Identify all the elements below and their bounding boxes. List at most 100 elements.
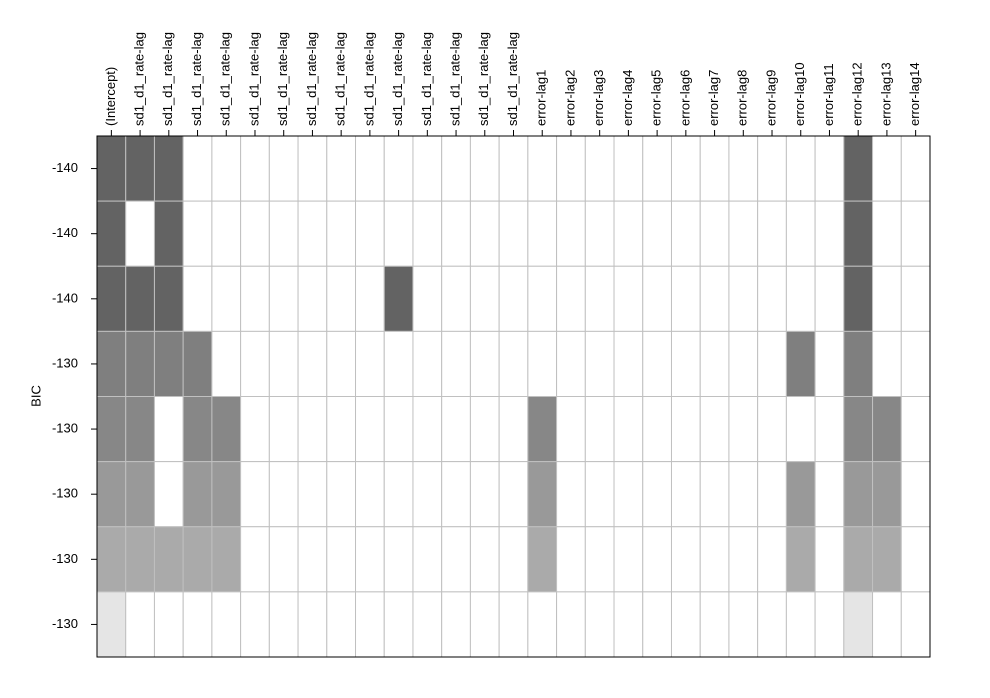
- cell: [584, 200, 615, 267]
- cell: [240, 330, 270, 397]
- cell: [412, 396, 443, 463]
- cell: [383, 200, 414, 267]
- y-tick-label: -130: [52, 551, 78, 566]
- cell: [268, 330, 299, 397]
- cell: [728, 396, 759, 463]
- cell: [584, 526, 615, 593]
- cell: [670, 135, 701, 202]
- cell: [297, 526, 328, 593]
- cell: [211, 200, 242, 267]
- cell: [814, 265, 845, 332]
- column-label: error-lag4: [620, 70, 635, 126]
- cell: [441, 461, 471, 528]
- cell: [125, 591, 155, 658]
- cell: [527, 396, 558, 463]
- column-label: sd1_d1_rate-lag: [447, 32, 462, 126]
- cell: [297, 200, 328, 267]
- column-label: sd1_d1_rate-lag: [160, 32, 175, 126]
- cell: [699, 200, 730, 267]
- cell: [670, 265, 701, 332]
- cell: [757, 591, 787, 658]
- column-label: error-lag8: [735, 70, 750, 126]
- cell: [469, 135, 500, 202]
- column-label: sd1_d1_rate-lag: [189, 32, 204, 126]
- cell: [383, 396, 414, 463]
- cell: [125, 200, 155, 267]
- cell: [872, 200, 902, 267]
- cell: [843, 526, 874, 593]
- cell: [642, 200, 672, 267]
- cell: [670, 526, 701, 593]
- cell: [613, 265, 644, 332]
- cell: [785, 265, 816, 332]
- cell: [355, 591, 385, 658]
- cell: [182, 135, 213, 202]
- cell: [900, 265, 931, 332]
- cell: [728, 591, 759, 658]
- cell: [153, 526, 184, 593]
- cell: [814, 526, 845, 593]
- column-label: error-lag10: [792, 62, 807, 126]
- cell: [900, 461, 931, 528]
- cell: [211, 526, 242, 593]
- cell: [699, 526, 730, 593]
- cell: [613, 461, 644, 528]
- cell: [469, 265, 500, 332]
- cell: [670, 200, 701, 267]
- cell: [699, 330, 730, 397]
- cell: [383, 135, 414, 202]
- cell: [326, 135, 357, 202]
- cell: [498, 591, 529, 658]
- cell: [728, 461, 759, 528]
- cell: [211, 330, 242, 397]
- cell: [642, 461, 672, 528]
- cell: [757, 396, 787, 463]
- cell: [240, 526, 270, 593]
- cell: [240, 396, 270, 463]
- cell: [527, 200, 558, 267]
- cell: [900, 135, 931, 202]
- cell: [297, 461, 328, 528]
- cell: [872, 135, 902, 202]
- cell: [125, 526, 155, 593]
- column-label: error-lag3: [591, 70, 606, 126]
- cell: [670, 330, 701, 397]
- plot-border: [96, 135, 931, 658]
- cell: [814, 591, 845, 658]
- cell: [556, 330, 586, 397]
- cell: [153, 591, 184, 658]
- cell: [383, 591, 414, 658]
- cell: [125, 135, 155, 202]
- cell: [441, 330, 471, 397]
- cell: [211, 396, 242, 463]
- cell: [527, 526, 558, 593]
- cell: [670, 591, 701, 658]
- column-label: sd1_d1_rate-lag: [476, 32, 491, 126]
- cell: [441, 396, 471, 463]
- cell: [757, 330, 787, 397]
- cell: [441, 526, 471, 593]
- cell: [211, 135, 242, 202]
- cell: [240, 265, 270, 332]
- cell: [584, 330, 615, 397]
- cell: [355, 396, 385, 463]
- cell: [355, 265, 385, 332]
- cell: [326, 396, 357, 463]
- cell: [240, 461, 270, 528]
- cell: [872, 526, 902, 593]
- cell: [211, 265, 242, 332]
- cell: [900, 396, 931, 463]
- cell: [182, 591, 213, 658]
- y-tick-label: -140: [52, 290, 78, 305]
- cell: [240, 591, 270, 658]
- cell: [843, 461, 874, 528]
- y-tick-label: -130: [52, 421, 78, 436]
- cell: [498, 396, 529, 463]
- cell: [728, 526, 759, 593]
- cell: [642, 396, 672, 463]
- cell: [843, 591, 874, 658]
- cell: [642, 265, 672, 332]
- cell: [498, 200, 529, 267]
- column-label: sd1_d1_rate-lag: [132, 32, 147, 126]
